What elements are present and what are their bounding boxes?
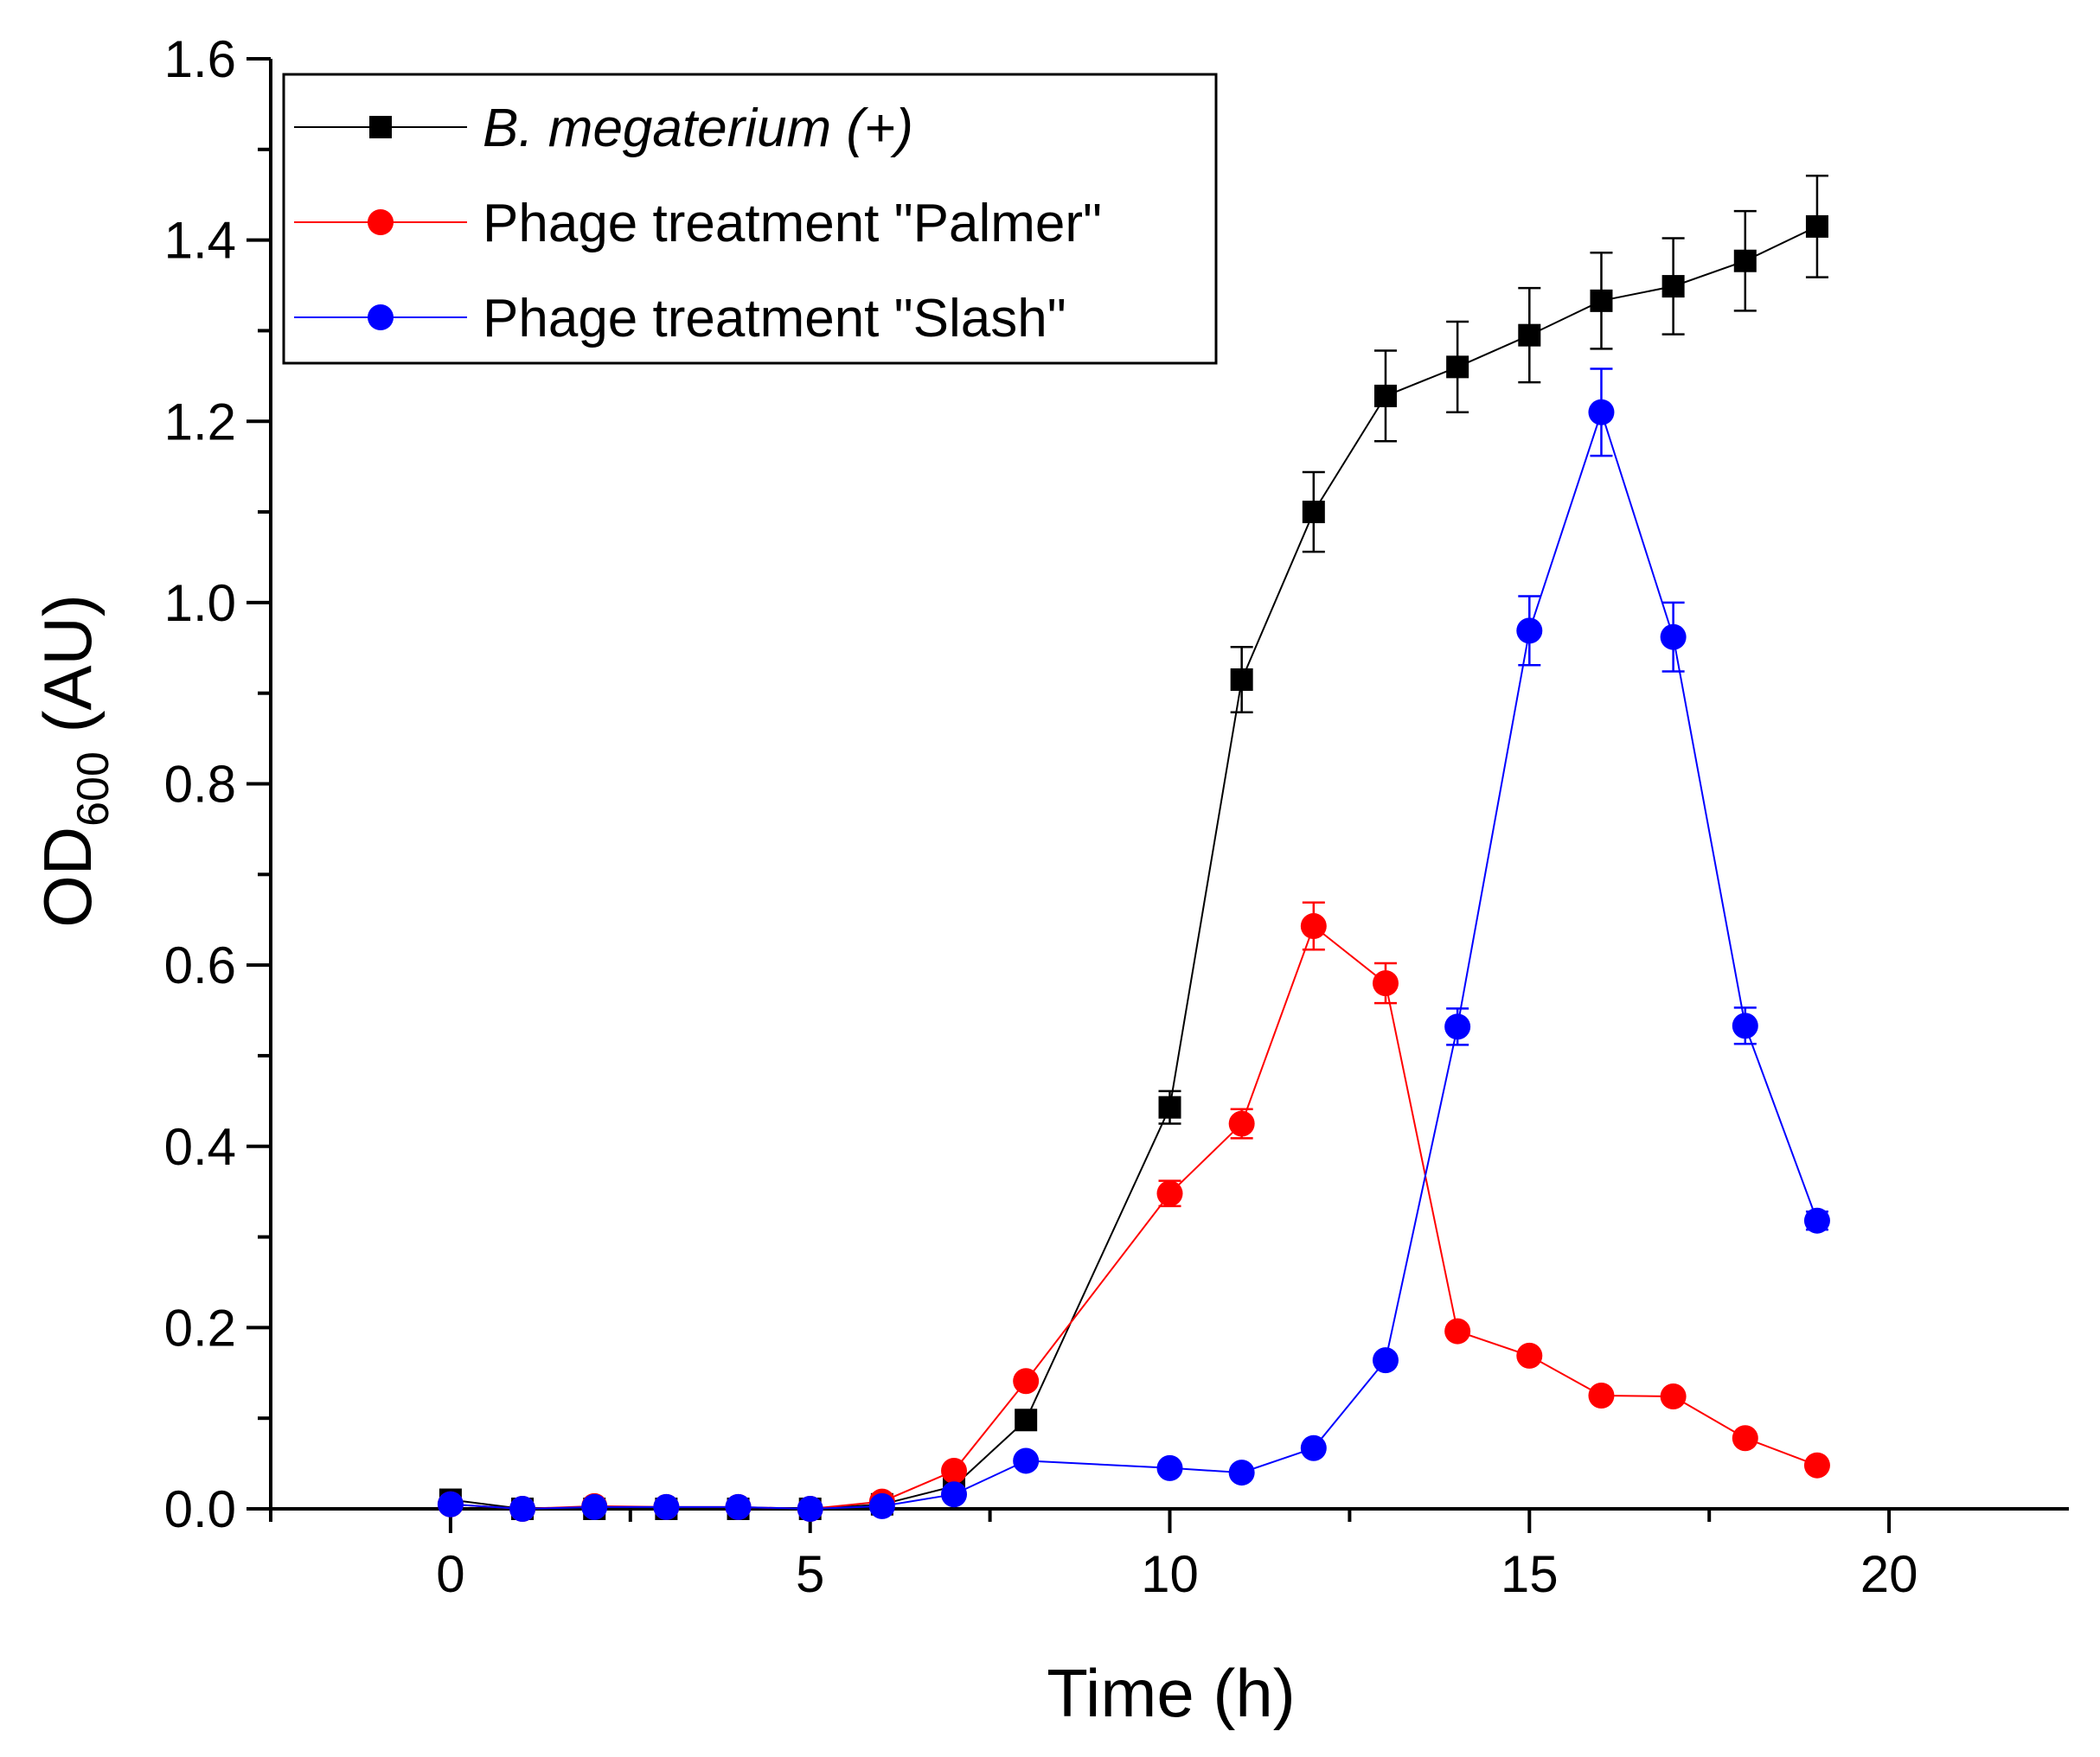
data-point bbox=[1446, 355, 1469, 379]
legend-marker bbox=[369, 116, 392, 138]
svg-text:OD600 (AU): OD600 (AU) bbox=[29, 594, 118, 928]
data-point bbox=[725, 1493, 752, 1520]
data-point bbox=[1661, 275, 1685, 298]
legend-label: Phage treatment "Palmer" bbox=[483, 194, 1102, 253]
data-point bbox=[1156, 1454, 1183, 1481]
data-point bbox=[1013, 1447, 1040, 1474]
y-axis-title-unit: (AU) bbox=[29, 594, 106, 751]
legend-label: Phage treatment "Slash" bbox=[483, 289, 1066, 348]
legend-marker bbox=[368, 304, 394, 330]
data-point bbox=[1660, 623, 1687, 650]
series-1 bbox=[437, 901, 1830, 1522]
data-point bbox=[1732, 1013, 1758, 1039]
data-point bbox=[1156, 1180, 1183, 1207]
data-point bbox=[1516, 617, 1543, 644]
data-point bbox=[1803, 1452, 1830, 1479]
data-point bbox=[1230, 668, 1253, 691]
data-point bbox=[1444, 1318, 1471, 1345]
data-point bbox=[581, 1493, 608, 1520]
data-point bbox=[1660, 1383, 1687, 1410]
data-point bbox=[1158, 1096, 1181, 1119]
legend-item: Phage treatment "Palmer" bbox=[294, 194, 1102, 253]
data-point bbox=[1372, 970, 1399, 997]
data-point bbox=[653, 1493, 680, 1520]
data-point bbox=[941, 1457, 968, 1484]
data-point bbox=[1732, 1425, 1758, 1452]
y-tick-label: 0.6 bbox=[164, 936, 236, 994]
data-point bbox=[1300, 1434, 1327, 1461]
x-axis-title: Time (h) bbox=[1047, 1655, 1295, 1731]
x-tick-label: 0 bbox=[436, 1545, 464, 1603]
data-point bbox=[1588, 1382, 1615, 1409]
data-point bbox=[1300, 913, 1327, 940]
y-axis-title-sub: 600 bbox=[68, 751, 118, 827]
data-point bbox=[1228, 1110, 1255, 1137]
legend-marker bbox=[368, 209, 394, 235]
series-0 bbox=[439, 174, 1828, 1520]
legend-item: B. megaterium (+) bbox=[294, 99, 913, 158]
y-tick-label: 1.2 bbox=[164, 393, 236, 450]
data-point bbox=[941, 1481, 968, 1508]
x-tick-label: 15 bbox=[1501, 1545, 1559, 1603]
data-point bbox=[1733, 249, 1757, 272]
y-tick-label: 0.8 bbox=[164, 756, 236, 814]
legend-label: B. megaterium (+) bbox=[483, 99, 913, 158]
y-tick-label: 0.2 bbox=[164, 1299, 236, 1357]
data-point bbox=[437, 1491, 464, 1517]
series-line bbox=[450, 409, 1818, 1511]
data-point bbox=[1590, 289, 1613, 312]
y-tick-label: 0.4 bbox=[164, 1118, 236, 1176]
series-line bbox=[450, 924, 1818, 1511]
x-tick-label: 20 bbox=[1860, 1545, 1918, 1603]
x-tick-label: 5 bbox=[796, 1545, 824, 1603]
data-point bbox=[1516, 1342, 1543, 1369]
data-point bbox=[1444, 1013, 1471, 1040]
data-point bbox=[1372, 1347, 1399, 1374]
data-point bbox=[1805, 214, 1828, 238]
y-axis-title: OD600 (AU) bbox=[29, 594, 118, 928]
data-point bbox=[1803, 1207, 1830, 1234]
data-point bbox=[1015, 1409, 1038, 1432]
axes: 0.0 0.2 0.4 0.6 0.8 1.0 1.2 1.4 1.6 0 5 10 15 20 bbox=[164, 30, 2069, 1603]
data-point bbox=[797, 1496, 823, 1522]
legend: B. megaterium (+) Phage treatment "Palmer… bbox=[282, 73, 1218, 365]
y-axis-title-main: OD bbox=[29, 827, 106, 928]
y-tick-label: 1.0 bbox=[164, 574, 236, 632]
series-layer bbox=[437, 174, 1830, 1522]
data-point bbox=[1013, 1368, 1040, 1395]
data-point bbox=[1228, 1460, 1255, 1486]
data-point bbox=[1518, 323, 1541, 347]
x-tick-label: 10 bbox=[1141, 1545, 1199, 1603]
legend-box bbox=[282, 73, 1218, 365]
data-point bbox=[868, 1492, 895, 1519]
legend-item: Phage treatment "Slash" bbox=[294, 289, 1066, 348]
data-point bbox=[509, 1496, 536, 1522]
y-tick-label: 0.0 bbox=[164, 1480, 236, 1538]
data-point bbox=[1302, 501, 1325, 524]
y-tick-label: 1.4 bbox=[164, 212, 236, 270]
y-tick-label: 1.6 bbox=[164, 30, 236, 88]
data-point bbox=[1588, 399, 1615, 425]
series-2 bbox=[437, 367, 1830, 1522]
data-point bbox=[1373, 384, 1397, 407]
